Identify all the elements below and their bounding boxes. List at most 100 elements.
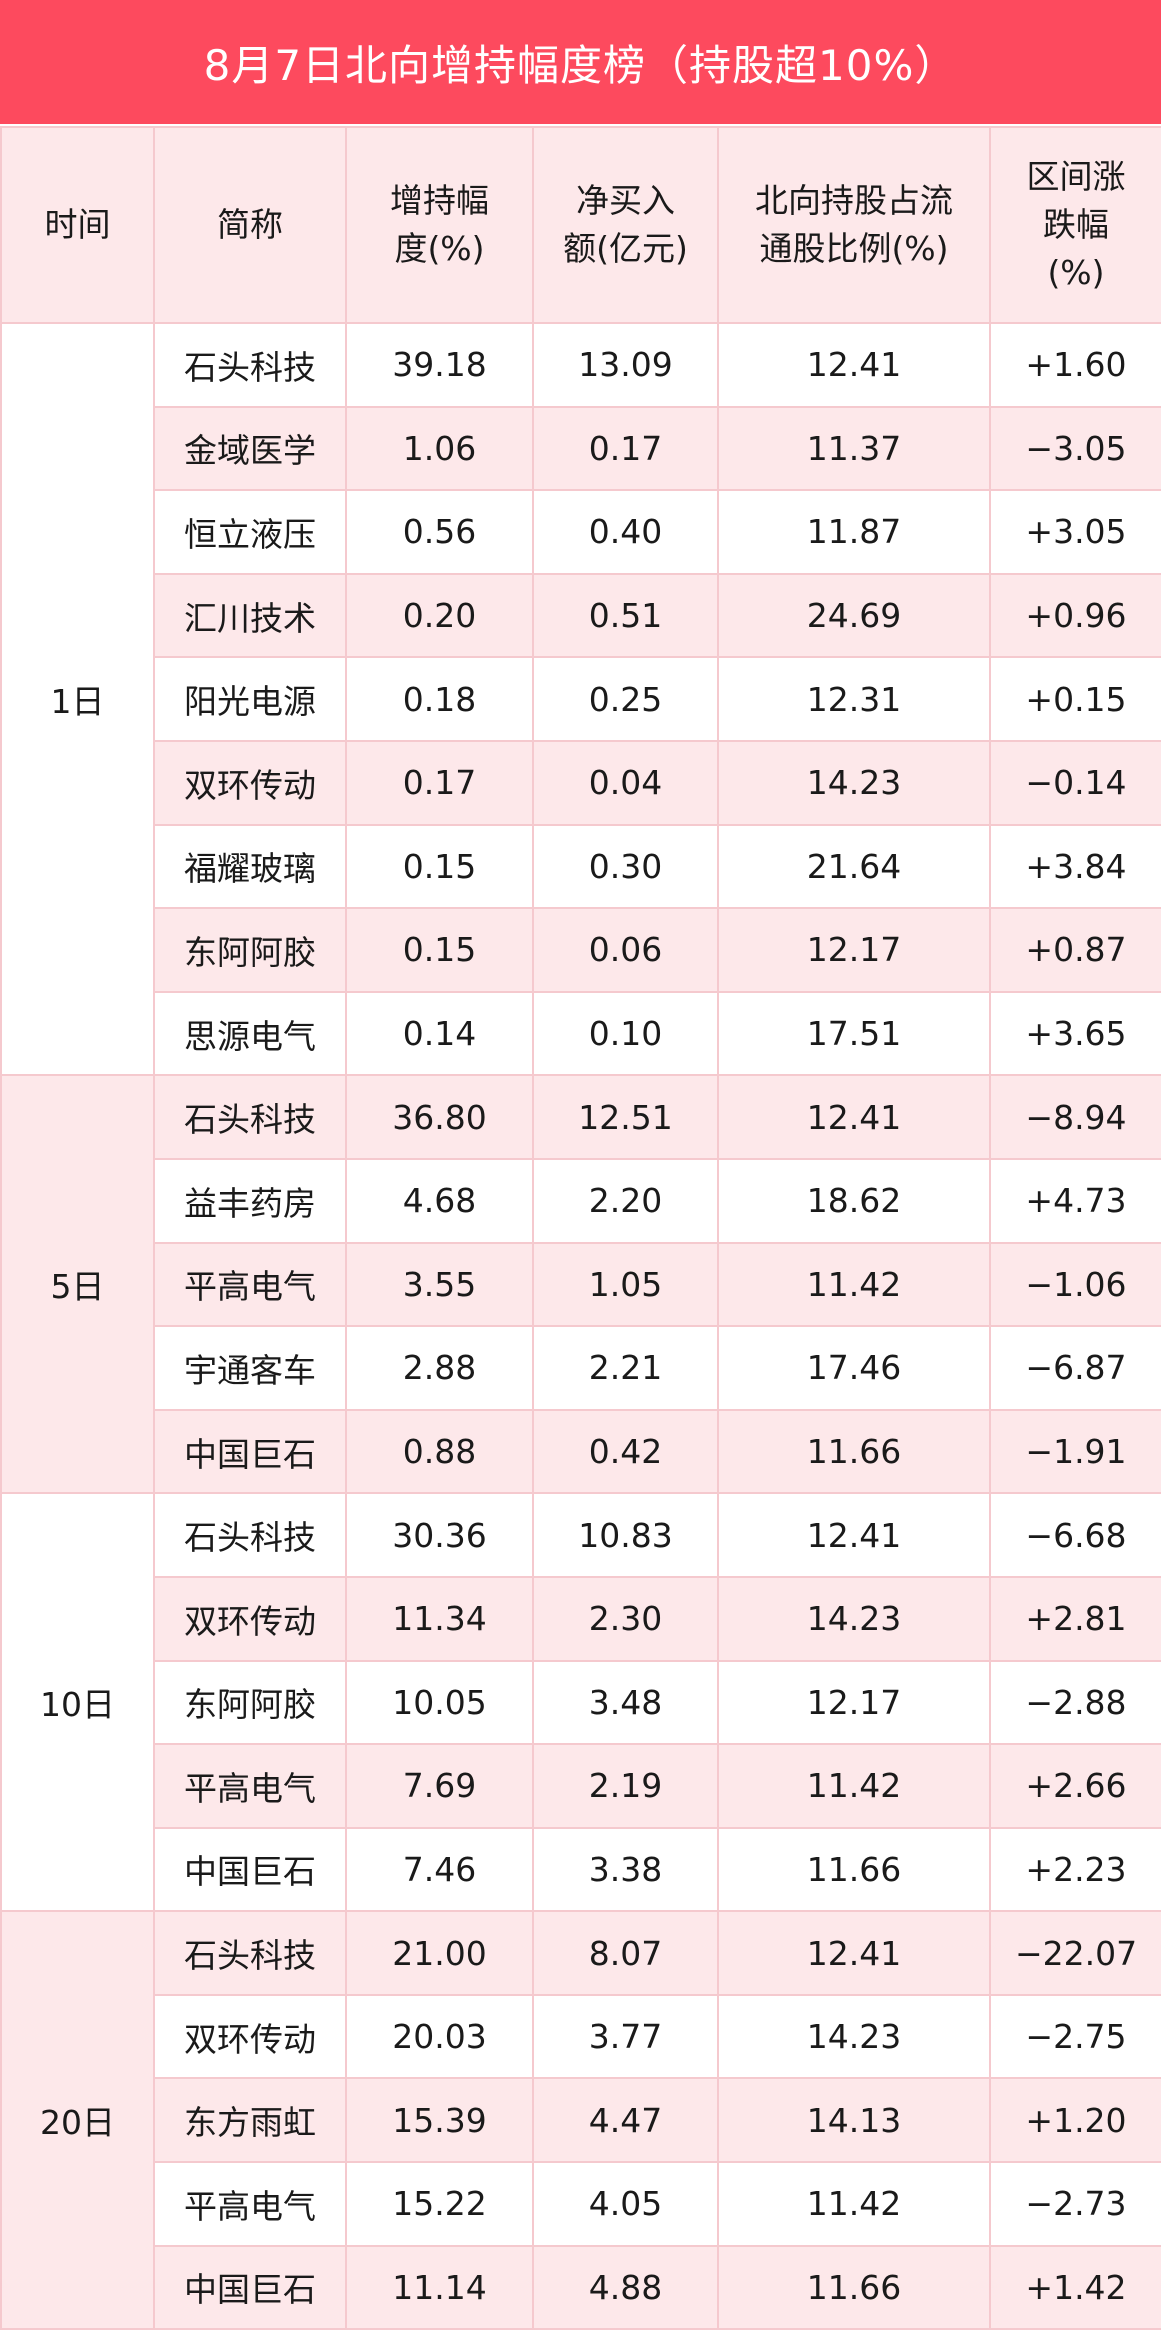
header-net-buy: 净买入 额(亿元) — [532, 126, 719, 324]
holding-ratio-cell: 11.37 — [717, 405, 991, 492]
table-row: 东阿阿胶 10.05 3.48 12.17 −2.88 — [1, 1659, 1161, 1746]
net-buy-cell: 8.07 — [532, 1910, 719, 1996]
holding-ratio-cell: 18.62 — [717, 1157, 991, 1244]
stock-name-cell: 平高电气 — [153, 1743, 347, 1829]
holding-ratio-cell: 11.42 — [717, 2161, 991, 2247]
price-change-cell: +4.73 — [989, 1157, 1161, 1244]
net-buy-cell: 0.30 — [532, 823, 719, 910]
net-buy-cell: 4.05 — [532, 2161, 719, 2247]
price-change-cell: −6.68 — [989, 1492, 1161, 1578]
net-buy-cell: 0.10 — [532, 990, 719, 1077]
stock-name-cell: 石头科技 — [153, 1492, 347, 1578]
northbound-holdings-table: 时间 简称 增持幅 度(%) 净买入 额(亿元) 北向持股占流 通股比例(%) 区间涨 跌… — [0, 126, 1161, 2331]
table-row: 中国巨石 11.14 4.88 11.66 +1.42 — [1, 2244, 1161, 2331]
net-buy-cell: 4.88 — [532, 2244, 719, 2331]
stock-name-cell: 石头科技 — [153, 322, 347, 408]
stock-name-cell: 石头科技 — [153, 1910, 347, 1996]
price-change-cell: −6.87 — [989, 1325, 1161, 1411]
holding-ratio-cell: 12.41 — [717, 1910, 991, 1996]
period-cell: 5日 — [0, 1074, 155, 1495]
price-change-cell: +3.84 — [989, 823, 1161, 910]
header-time: 时间 — [0, 126, 155, 324]
price-change-cell: +1.20 — [989, 2077, 1161, 2164]
table-row: 东方雨虹 15.39 4.47 14.13 +1.20 — [1, 2077, 1161, 2164]
table-row: 双环传动 0.17 0.04 14.23 −0.14 — [1, 739, 1161, 826]
increase-pct-cell: 11.14 — [345, 2244, 534, 2331]
header-name: 简称 — [153, 126, 347, 324]
increase-pct-cell: 3.55 — [345, 1241, 534, 1328]
table-row: 平高电气 15.22 4.05 11.42 −2.73 — [1, 2161, 1161, 2247]
increase-pct-cell: 0.15 — [345, 907, 534, 993]
price-change-cell: −8.94 — [989, 1074, 1161, 1160]
increase-pct-cell: 10.05 — [345, 1659, 534, 1746]
period-cell: 10日 — [0, 1492, 155, 1913]
increase-pct-cell: 7.69 — [345, 1743, 534, 1829]
holding-ratio-cell: 14.23 — [717, 739, 991, 826]
stock-name-cell: 双环传动 — [153, 1993, 347, 2080]
table-row: 汇川技术 0.20 0.51 24.69 +0.96 — [1, 572, 1161, 659]
holding-ratio-cell: 17.51 — [717, 990, 991, 1077]
stock-name-cell: 中国巨石 — [153, 1408, 347, 1495]
increase-pct-cell: 1.06 — [345, 405, 534, 492]
stock-name-cell: 阳光电源 — [153, 656, 347, 742]
holding-ratio-cell: 11.66 — [717, 1408, 991, 1495]
holding-ratio-cell: 14.23 — [717, 1993, 991, 2080]
table-row: 益丰药房 4.68 2.20 18.62 +4.73 — [1, 1157, 1161, 1244]
increase-pct-cell: 30.36 — [345, 1492, 534, 1578]
net-buy-cell: 2.19 — [532, 1743, 719, 1829]
holding-ratio-cell: 12.17 — [717, 907, 991, 993]
net-buy-cell: 0.17 — [532, 405, 719, 492]
price-change-cell: +2.66 — [989, 1743, 1161, 1829]
price-change-cell: +2.81 — [989, 1575, 1161, 1662]
stock-name-cell: 石头科技 — [153, 1074, 347, 1160]
stock-name-cell: 平高电气 — [153, 1241, 347, 1328]
period-cell: 1日 — [0, 321, 155, 1077]
holding-ratio-cell: 17.46 — [717, 1325, 991, 1411]
table-row: 20日 石头科技 21.00 8.07 12.41 −22.07 — [0, 1910, 1161, 2331]
net-buy-cell: 0.25 — [532, 656, 719, 742]
stock-name-cell: 益丰药房 — [153, 1157, 347, 1244]
table-row: 东阿阿胶 0.15 0.06 12.17 +0.87 — [1, 907, 1161, 993]
table-row: 平高电气 3.55 1.05 11.42 −1.06 — [1, 1241, 1161, 1328]
holding-ratio-cell: 14.23 — [717, 1575, 991, 1662]
stock-name-cell: 宇通客车 — [153, 1325, 347, 1411]
table-row: 5日 石头科技 36.80 12.51 12.41 −8.94 — [0, 1074, 1161, 1495]
increase-pct-cell: 11.34 — [345, 1575, 534, 1662]
net-buy-cell: 3.77 — [532, 1993, 719, 2080]
price-change-cell: −0.14 — [989, 739, 1161, 826]
holding-ratio-cell: 11.66 — [717, 1826, 991, 1913]
increase-pct-cell: 15.22 — [345, 2161, 534, 2247]
stock-name-cell: 东方雨虹 — [153, 2077, 347, 2164]
price-change-cell: +0.15 — [989, 656, 1161, 742]
holding-ratio-cell: 21.64 — [717, 823, 991, 910]
header-increase-pct: 增持幅 度(%) — [345, 126, 534, 324]
increase-pct-cell: 0.17 — [345, 739, 534, 826]
increase-pct-cell: 39.18 — [345, 322, 534, 408]
table-row: 平高电气 7.69 2.19 11.42 +2.66 — [1, 1743, 1161, 1829]
net-buy-cell: 2.20 — [532, 1157, 719, 1244]
stock-name-cell: 东阿阿胶 — [153, 1659, 347, 1746]
table-row: 10日 石头科技 30.36 10.83 12.41 −6.68 — [0, 1492, 1161, 1913]
holding-ratio-cell: 24.69 — [717, 572, 991, 659]
holding-ratio-cell: 12.41 — [717, 1492, 991, 1578]
table-row: 恒立液压 0.56 0.40 11.87 +3.05 — [1, 489, 1161, 575]
stock-name-cell: 汇川技术 — [153, 572, 347, 659]
stock-name-cell: 中国巨石 — [153, 2244, 347, 2331]
net-buy-cell: 0.42 — [532, 1408, 719, 1495]
table-row: 双环传动 11.34 2.30 14.23 +2.81 — [1, 1575, 1161, 1662]
stock-name-cell: 东阿阿胶 — [153, 907, 347, 993]
holding-ratio-cell: 11.87 — [717, 489, 991, 575]
price-change-cell: +1.60 — [989, 322, 1161, 408]
table-row: 1日 石头科技 39.18 13.09 12.41 +1.60 — [0, 321, 1161, 1077]
period-cell: 20日 — [0, 1910, 155, 2331]
price-change-cell: +3.65 — [989, 990, 1161, 1077]
stock-name-cell: 双环传动 — [153, 1575, 347, 1662]
net-buy-cell: 2.30 — [532, 1575, 719, 1662]
net-buy-cell: 3.38 — [532, 1826, 719, 1913]
price-change-cell: −22.07 — [989, 1910, 1161, 1996]
stock-name-cell: 思源电气 — [153, 990, 347, 1077]
price-change-cell: −1.06 — [989, 1241, 1161, 1328]
increase-pct-cell: 21.00 — [345, 1910, 534, 1996]
table-row: 中国巨石 0.88 0.42 11.66 −1.91 — [1, 1408, 1161, 1495]
net-buy-cell: 0.40 — [532, 489, 719, 575]
